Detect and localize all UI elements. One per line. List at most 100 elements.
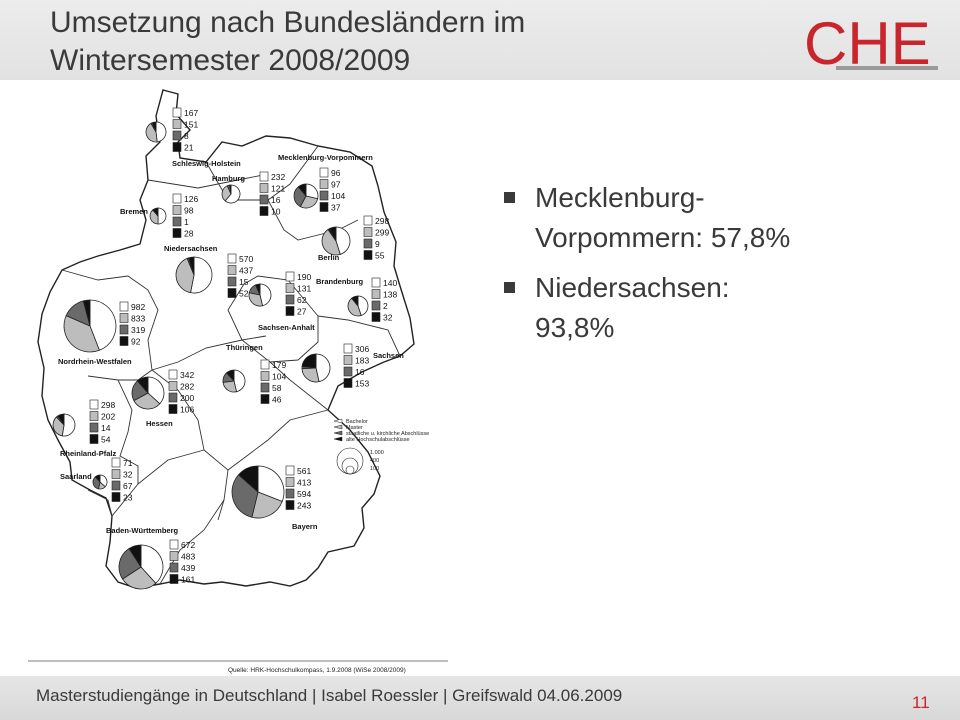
value-swatch-schleswig-holstein-2: [172, 130, 182, 141]
pie-slice-schleswig-holstein-3: [151, 121, 157, 133]
value-swatch-sachsen-anhalt-3: [285, 306, 295, 316]
value-niedersachsen-1: 437: [239, 266, 253, 276]
pie-slice-bayern-2: [231, 474, 259, 518]
value-rheinland-pfalz-1: 202: [101, 412, 115, 422]
value-sachsen-anhalt-3: 27: [297, 307, 307, 317]
value-brandenburg-3: 32: [383, 313, 393, 323]
state-label-sachsen-anhalt: Sachsen-Anhalt: [258, 323, 315, 332]
value-bremen-1: 98: [184, 206, 194, 216]
bullet-mecklenburg: Mecklenburg- Vorpommern: 57,8%: [500, 178, 920, 258]
legend-item-staatliche: staatliche u. kirchliche Abschlüsse: [346, 431, 429, 437]
value-swatch-hamburg-2: [259, 194, 269, 205]
value-swatch-sachsen-anhalt-2: [285, 294, 295, 305]
map-source: Quelle: HRK-Hochschulkompass, 1.9.2008 (…: [228, 667, 406, 674]
value-schleswig-holstein-0: 167: [184, 108, 198, 118]
value-swatch-hessen-1: [168, 381, 178, 391]
value-berlin-2: 9: [375, 239, 380, 249]
value-sachsen-anhalt-0: 190: [297, 272, 311, 282]
value-bremen-0: 126: [184, 194, 198, 204]
value-swatch-baden-wuerttemberg-0: [169, 539, 179, 550]
square-bullet-icon: [504, 192, 515, 203]
value-brandenburg-1: 138: [383, 290, 397, 300]
value-nordrhein-westfalen-0: 982: [131, 302, 145, 312]
value-swatch-brandenburg-1: [371, 289, 381, 299]
value-hamburg-3: 10: [271, 207, 281, 217]
pie-slice-baden-wuerttemberg-2: [118, 548, 142, 580]
state-label-schleswig-holstein: Schleswig-Holstein: [172, 159, 241, 168]
value-niedersachsen-3: 52: [239, 289, 249, 299]
pie-slice-sachsen-anhalt-3: [255, 283, 261, 296]
value-berlin-0: 298: [375, 216, 389, 226]
pie-slice-sachsen-0: [315, 353, 331, 383]
pie-slice-nordrhein-westfalen-1: [63, 315, 100, 353]
state-label-hessen: Hessen: [146, 419, 173, 428]
state-label-baden-wuerttemberg: Baden-Württemberg: [106, 526, 179, 535]
value-hessen-0: 342: [180, 370, 194, 380]
size-legend-1000: 1.000: [370, 450, 384, 456]
value-thueringen-1: 104: [272, 372, 286, 382]
value-swatch-brandenburg-0: [371, 277, 381, 288]
value-mecklenburg-vorpommern-2: 104: [331, 191, 345, 201]
value-sachsen-3: 153: [355, 379, 369, 389]
pie-slice-berlin-0: [335, 226, 351, 255]
value-swatch-hamburg-3: [259, 206, 269, 216]
pie-slice-thueringen-0: [233, 369, 246, 393]
value-saarland-0: 71: [123, 458, 133, 468]
pie-slice-niedersachsen-1: [175, 257, 195, 294]
value-swatch-nordrhein-westfalen-2: [119, 324, 129, 335]
pie-slice-baden-wuerttemberg-0: [140, 544, 164, 584]
value-swatch-thueringen-1: [260, 371, 270, 381]
value-swatch-bremen-0: [172, 193, 182, 204]
value-swatch-rheinland-pfalz-0: [89, 399, 99, 410]
value-brandenburg-2: 2: [383, 301, 388, 311]
pie-slice-hamburg-0: [224, 184, 241, 204]
value-swatch-brandenburg-2: [371, 300, 381, 311]
value-bremen-3: 28: [184, 229, 194, 239]
state-label-berlin: Berlin: [318, 253, 340, 262]
pie-slice-rheinland-pfalz-3: [57, 413, 65, 427]
value-mecklenburg-vorpommern-0: 96: [331, 168, 341, 178]
state-label-bremen: Bremen: [120, 207, 148, 216]
value-baden-wuerttemberg-3: 161: [181, 575, 195, 585]
slide-title: Umsetzung nach Bundesländern im Winterse…: [50, 4, 770, 80]
value-sachsen-anhalt-2: 62: [297, 295, 307, 305]
value-swatch-niedersachsen-3: [227, 288, 237, 298]
pie-slice-brandenburg-0: [357, 295, 369, 316]
value-swatch-berlin-0: [363, 215, 373, 226]
pie-slice-niedersachsen-0: [190, 256, 213, 294]
value-swatch-mecklenburg-vorpommern-2: [319, 190, 329, 201]
value-saarland-1: 32: [123, 470, 133, 480]
value-hessen-1: 282: [180, 382, 194, 392]
value-sachsen-0: 306: [355, 344, 369, 354]
value-swatch-baden-wuerttemberg-3: [169, 574, 179, 584]
value-swatch-nordrhein-westfalen-0: [119, 301, 129, 312]
value-swatch-hessen-2: [168, 392, 178, 403]
state-label-thueringen: Thüringen: [226, 343, 263, 352]
germany-map: Schleswig-Holstein Mecklenburg-Vorpommern…: [28, 89, 448, 674]
value-swatch-saarland-0: [111, 457, 121, 468]
value-swatch-saarland-1: [111, 469, 121, 479]
pie-slice-bremen-0: [157, 207, 167, 225]
value-saarland-3: 23: [123, 493, 133, 503]
value-swatch-saarland-2: [111, 480, 121, 491]
pie-slice-nordrhein-westfalen-0: [89, 299, 117, 351]
value-swatch-berlin-3: [363, 250, 373, 260]
title-line-1: Umsetzung nach Bundesländern im: [50, 6, 526, 39]
value-swatch-thueringen-2: [260, 382, 270, 393]
value-swatch-schleswig-holstein-0: [172, 107, 182, 118]
value-swatch-hessen-3: [168, 404, 178, 414]
value-hamburg-0: 232: [271, 172, 285, 182]
legend-item-master: Master: [346, 425, 363, 431]
legend-item-bachelor: Bachelor: [346, 419, 368, 425]
state-label-brandenburg: Brandenburg: [316, 277, 364, 286]
value-mecklenburg-vorpommern-3: 37: [331, 203, 341, 213]
value-thueringen-0: 179: [272, 360, 286, 370]
value-hamburg-2: 16: [271, 195, 281, 205]
slide-footer: Masterstudiengänge in Deutschland | Isab…: [0, 676, 960, 720]
value-swatch-hamburg-0: [259, 171, 269, 182]
value-hessen-2: 200: [180, 393, 194, 403]
value-swatch-hamburg-1: [259, 183, 269, 193]
page-number: 11: [912, 693, 930, 712]
value-hessen-3: 106: [180, 405, 194, 415]
value-swatch-bayern-3: [285, 500, 295, 510]
